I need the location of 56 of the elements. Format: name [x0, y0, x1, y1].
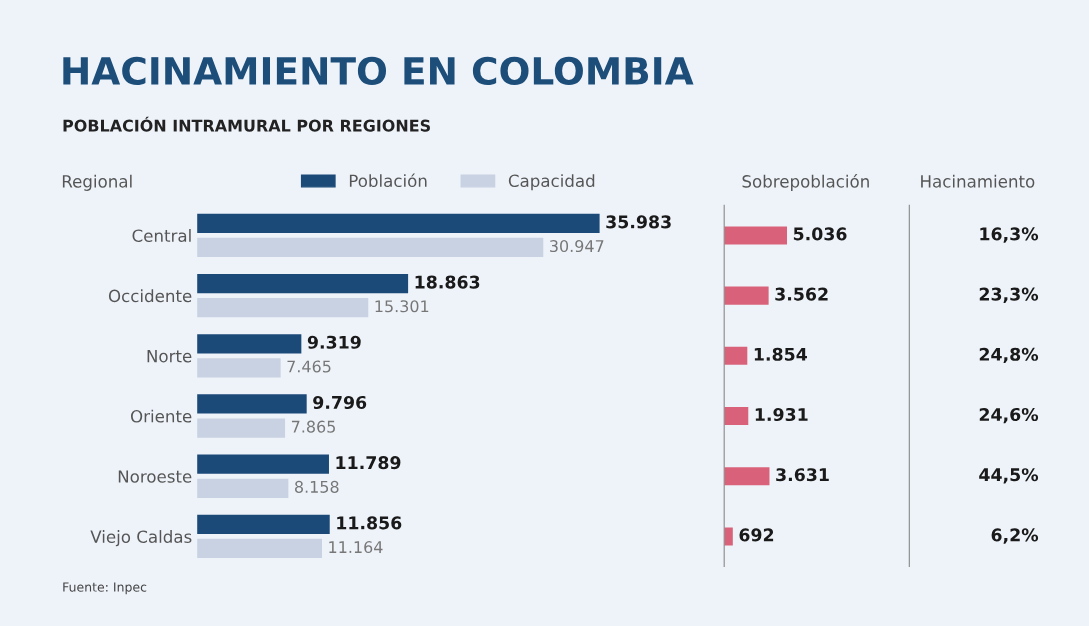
- source-note: Fuente: Inpec: [63, 582, 147, 595]
- text: 6,2%: [991, 528, 1039, 544]
- bar: [197, 237, 544, 258]
- bar: [197, 478, 289, 498]
- y-tick-label: Occidente: [108, 289, 192, 303]
- data-label: 11.164: [329, 541, 383, 554]
- bar: [197, 273, 409, 294]
- data-label: 7.865: [291, 420, 335, 433]
- data-label: 9.319: [307, 335, 361, 349]
- bar: [724, 407, 749, 426]
- y-tick-label: Central: [132, 229, 191, 242]
- data-label: 15.301: [375, 300, 429, 313]
- bar: [197, 213, 600, 234]
- bar: [197, 358, 281, 378]
- data-label: 7.465: [287, 360, 331, 373]
- data-label: 3.631: [776, 468, 829, 482]
- y-axis-title: Regional: [62, 174, 132, 191]
- bar: [724, 226, 788, 245]
- bar: [197, 394, 307, 414]
- y-tick-label: Viejo Caldas: [90, 530, 192, 547]
- data-label: 30.947: [550, 240, 604, 253]
- bar: [197, 298, 369, 318]
- text: Hacinamiento: [921, 174, 1035, 188]
- legend-label: Población: [349, 173, 427, 188]
- data-label: 8.158: [295, 480, 339, 493]
- y-tick-label: Noroeste: [118, 470, 192, 483]
- data-label: 5.036: [793, 227, 847, 241]
- bar: [724, 346, 748, 365]
- bar: [197, 454, 329, 474]
- bar: [724, 467, 770, 486]
- bar: [197, 538, 322, 559]
- chart-title: HACINAMIENTO EN COLOMBIA: [63, 56, 694, 86]
- text: 24,6%: [979, 407, 1039, 424]
- text: 24,8%: [979, 347, 1039, 364]
- bar: [197, 418, 286, 438]
- chart-subtitle: POBLACIÓN INTRAMURAL POR REGIONES: [63, 116, 430, 132]
- text: 23,3%: [979, 287, 1039, 303]
- text: 44,5%: [979, 468, 1039, 484]
- bar: [197, 514, 330, 535]
- text: 16,3%: [980, 227, 1039, 243]
- data-label: 3.562: [775, 287, 828, 301]
- data-label: 692: [739, 528, 774, 542]
- chart-title: Sobrepoblación: [742, 174, 869, 191]
- data-label: 1.854: [754, 347, 807, 361]
- data-label: 11.789: [336, 456, 401, 470]
- y-tick-label: Norte: [147, 350, 192, 363]
- bar: [724, 527, 733, 546]
- legend-label: Capacidad: [508, 174, 595, 191]
- bar: [724, 286, 769, 305]
- y-tick-label: Oriente: [130, 409, 192, 423]
- bar: [197, 334, 302, 354]
- data-label: 9.796: [313, 395, 367, 410]
- data-label: 11.856: [337, 516, 402, 530]
- data-label: 1.931: [755, 407, 808, 422]
- data-label: 18.863: [415, 275, 480, 289]
- data-label: 35.983: [606, 215, 671, 229]
